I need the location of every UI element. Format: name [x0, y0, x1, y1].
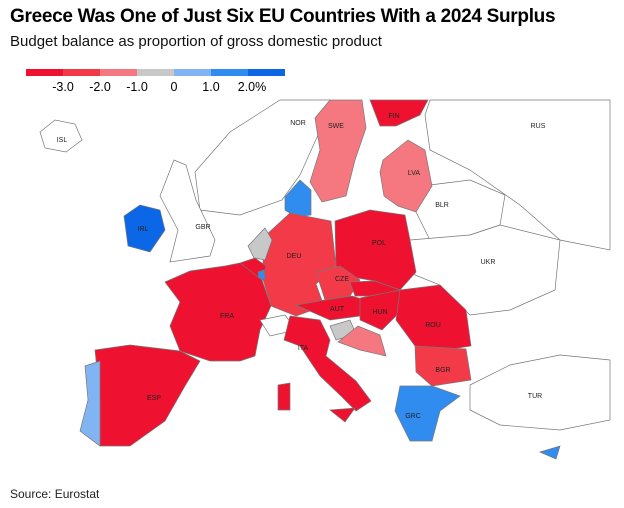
legend-swatch [137, 69, 174, 76]
country-cyp [538, 445, 561, 460]
label-tur: TUR [528, 393, 542, 400]
country-nld [247, 227, 273, 261]
country-isl [39, 119, 83, 153]
chart-title: Greece Was One of Just Six EU Countries … [10, 6, 556, 27]
label-isl: ISL [57, 137, 68, 144]
country-fra [164, 262, 272, 362]
label-fra: FRA [220, 313, 234, 320]
label-lva: LVA [408, 170, 421, 177]
label-rou: ROU [425, 322, 441, 329]
label-bgr: BGR [435, 367, 450, 374]
country-prt [79, 360, 101, 447]
country-grc [394, 385, 461, 442]
label-grc: GRC [405, 413, 421, 420]
legend-swatch [26, 69, 63, 76]
legend-tick: 2.0% [237, 80, 267, 94]
label-cze: CZE [335, 276, 349, 283]
legend-swatch [100, 69, 137, 76]
label-blr: BLR [435, 202, 449, 209]
country-lva [379, 139, 433, 213]
label-fin: FIN [388, 113, 399, 120]
country-rou [395, 284, 472, 351]
label-rus: RUS [531, 123, 546, 130]
country-swe [309, 99, 367, 203]
country-irl [123, 204, 166, 253]
legend-tick: -2.0 [89, 80, 111, 94]
legend-swatch [63, 69, 100, 76]
country-ita [277, 382, 291, 411]
legend-tick: 0 [170, 80, 178, 94]
legend-tick: -1.0 [126, 80, 148, 94]
label-ukr: UKR [481, 259, 496, 266]
source-note: Source: Eurostat [10, 487, 100, 501]
country-ita [329, 407, 356, 423]
country-fin [369, 99, 429, 127]
legend-swatch [174, 69, 211, 76]
country-ita [283, 315, 372, 412]
label-irl: IRL [138, 226, 149, 233]
legend-swatch [248, 69, 285, 76]
country-deu [261, 212, 337, 317]
legend-ticks: -3.0 -2.0 -1.0 0 1.0 2.0% [26, 80, 285, 96]
legend-tick: 1.0 [202, 80, 220, 94]
label-deu: DEU [287, 253, 302, 260]
label-gbr: GBR [195, 224, 210, 231]
label-hun: HUN [372, 309, 387, 316]
country-rus [424, 99, 611, 251]
color-legend [26, 69, 285, 76]
chart-subtitle: Budget balance as proportion of gross do… [10, 33, 382, 50]
country-hun [359, 289, 407, 331]
country-bgr [414, 345, 472, 387]
country-dnk [284, 179, 312, 218]
label-swe: SWE [328, 123, 344, 130]
legend-tick: -3.0 [52, 80, 74, 94]
country-gbr [159, 159, 216, 263]
country-hrv [337, 325, 387, 357]
legend-swatch [211, 69, 248, 76]
label-aut: AUT [330, 306, 345, 313]
country-tur [469, 354, 611, 431]
label-pol: POL [372, 240, 386, 247]
label-ita: ITA [298, 345, 309, 352]
label-nor: NOR [290, 120, 306, 127]
label-esp: ESP [147, 395, 161, 402]
